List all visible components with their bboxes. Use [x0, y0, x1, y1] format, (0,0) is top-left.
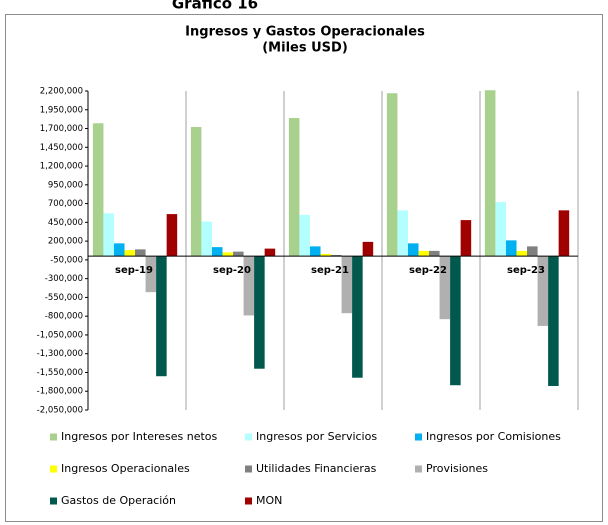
legend-label: Provisiones [426, 462, 488, 475]
bar [103, 213, 114, 257]
legend-swatch [245, 465, 252, 473]
legend-label: Ingresos por Intereses netos [61, 430, 218, 443]
bar [320, 253, 332, 257]
y-tick-label: 950,000 [48, 180, 83, 190]
legend-label: Utilidades Financieras [256, 462, 377, 475]
legend-label: MON [256, 494, 282, 507]
bar [362, 241, 374, 257]
legend-label: Ingresos por Comisiones [426, 430, 561, 443]
y-tick-label: 450,000 [48, 218, 83, 228]
bar [166, 214, 178, 257]
y-tick-label: -800,000 [45, 312, 83, 322]
y-tick-label: -1,300,000 [37, 349, 83, 359]
y-tick-label: -2,050,000 [37, 406, 83, 416]
bar [527, 246, 538, 257]
bar [201, 221, 212, 257]
y-tick-label: -300,000 [45, 274, 83, 284]
bar [407, 243, 419, 257]
bar [299, 214, 310, 257]
bar [460, 220, 472, 257]
legend-label: Ingresos Operacionales [61, 462, 190, 475]
bar [495, 202, 506, 257]
bar [222, 252, 234, 257]
y-tick-label: -1,550,000 [37, 368, 83, 378]
bar [429, 250, 440, 257]
bar [211, 247, 223, 257]
bar [418, 250, 430, 257]
bar [309, 246, 321, 257]
legend-swatch [415, 465, 422, 473]
bar [124, 250, 136, 257]
legend-label: Gastos de Operación [61, 494, 176, 507]
x-tick-label: sep-19 [115, 265, 153, 276]
bar [537, 256, 549, 326]
bar [439, 256, 451, 320]
y-tick-label: -550,000 [45, 293, 83, 303]
legend-swatch [245, 497, 252, 505]
bar [156, 256, 167, 377]
y-tick-label: 2,200,000 [40, 87, 83, 97]
y-tick-label: -50,000 [50, 255, 83, 265]
bar [190, 127, 202, 257]
y-tick-label: 200,000 [48, 237, 83, 247]
bar [145, 256, 157, 293]
bar [254, 256, 265, 369]
bar [484, 90, 496, 257]
chart-frame [5, 14, 603, 522]
chart-caption: Gráfico 16 [172, 0, 258, 13]
bar [243, 256, 255, 316]
bar [558, 210, 570, 257]
bar [135, 249, 146, 257]
bar [397, 210, 408, 257]
y-tick-label: -1,050,000 [37, 330, 83, 340]
legend-swatch [50, 433, 57, 441]
bar [450, 256, 461, 386]
y-tick-label: 1,450,000 [40, 143, 83, 153]
bar [92, 123, 104, 257]
legend-swatch [415, 433, 422, 441]
bar [386, 93, 398, 257]
legend-swatch [50, 465, 57, 473]
y-tick-label: 1,700,000 [40, 124, 83, 134]
x-tick-label: sep-21 [311, 265, 349, 276]
bar [113, 243, 125, 257]
bar [516, 250, 528, 257]
y-tick-label: 700,000 [48, 199, 83, 209]
legend-swatch [50, 497, 57, 505]
y-tick-label: 1,200,000 [40, 162, 83, 172]
bar [352, 256, 363, 378]
x-tick-label: sep-20 [213, 265, 251, 276]
bar [341, 256, 353, 314]
chart-subtitle: (Miles USD) [262, 41, 348, 56]
bar [548, 256, 559, 386]
bar [288, 118, 300, 257]
bar [264, 248, 276, 257]
x-tick-label: sep-23 [507, 265, 545, 276]
chart-title: Ingresos y Gastos Operacionales [185, 25, 425, 40]
bar [331, 255, 342, 257]
legend-label: Ingresos por Servicios [256, 430, 377, 443]
y-tick-label: 1,950,000 [40, 105, 83, 115]
bar [505, 240, 517, 257]
x-tick-label: sep-22 [409, 265, 447, 276]
y-tick-label: -1,800,000 [37, 387, 83, 397]
bar [233, 251, 244, 257]
legend-swatch [245, 433, 252, 441]
